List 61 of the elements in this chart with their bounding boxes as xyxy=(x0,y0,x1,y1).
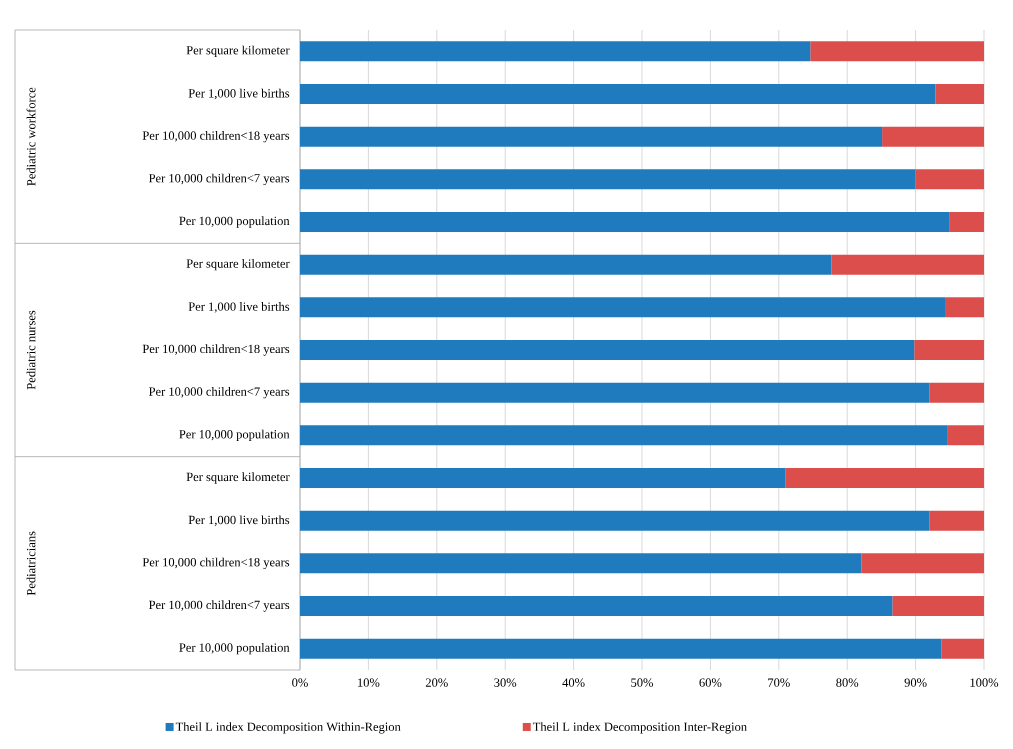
x-tick-label: 60% xyxy=(699,678,722,687)
bar xyxy=(300,84,936,104)
y-tick-label: Per 10,000 children<7 years xyxy=(148,386,290,399)
x-tick-label: 100% xyxy=(970,678,999,687)
bar xyxy=(785,468,985,489)
bar xyxy=(300,340,915,360)
y-tick-label: Per 10,000 population xyxy=(179,643,290,655)
bar xyxy=(929,382,985,403)
y-tick-label: Per square kilometer xyxy=(186,472,290,484)
bar xyxy=(300,510,930,531)
bar xyxy=(300,169,916,190)
bar xyxy=(941,638,985,659)
bar xyxy=(831,254,985,275)
y-tick-label: Per 10,000 population xyxy=(179,216,290,228)
text: Pediatric workforce xyxy=(26,87,36,186)
bar xyxy=(810,41,985,62)
x-tick-label: 0% xyxy=(292,678,308,687)
y-tick-label: Per 10,000 children<7 years xyxy=(148,173,290,186)
bar xyxy=(300,212,950,232)
y-tick-label: Per 10,000 population xyxy=(179,429,290,441)
bar xyxy=(300,254,832,275)
bar xyxy=(300,382,930,403)
x-tick-label: 20% xyxy=(425,678,448,687)
x-tick-label: 10% xyxy=(358,678,380,687)
x-tick-label: 30% xyxy=(494,678,517,687)
bar xyxy=(892,596,985,617)
y-tick-label: Per 1,000 live births xyxy=(188,515,290,526)
bar xyxy=(882,126,985,147)
y-tick-label: Per 10,000 children<18 years xyxy=(142,344,290,356)
legend-label: Theil L index Decomposition Within-Region xyxy=(175,722,401,734)
bar xyxy=(949,212,985,232)
legend-label: Theil L index Decomposition Inter-Region xyxy=(532,722,747,734)
bar xyxy=(300,638,942,659)
y-tick-label: Per 1,000 live births xyxy=(188,302,290,313)
bar xyxy=(935,84,985,104)
y-tick-label: Per 1,000 live births xyxy=(188,88,290,100)
x-tick-label: 70% xyxy=(768,678,790,687)
y-tick-label: Per square kilometer xyxy=(186,259,290,271)
y-tick-label: Per 10,000 children<18 years xyxy=(142,130,290,143)
bar xyxy=(915,169,985,190)
x-tick-label: 40% xyxy=(562,678,585,687)
bar xyxy=(947,425,985,446)
bar xyxy=(300,126,883,147)
bar xyxy=(300,41,811,62)
bar xyxy=(914,340,985,360)
y-tick-label: Per square kilometer xyxy=(186,45,290,57)
bar xyxy=(861,553,985,574)
bar xyxy=(945,297,985,318)
y-tick-label: Per 10,000 children<18 years xyxy=(142,557,290,570)
text: Pediatricians xyxy=(26,531,36,596)
bar xyxy=(300,596,893,617)
bar xyxy=(300,468,786,489)
y-tick-label: Per 10,000 children<7 years xyxy=(148,600,290,612)
bar xyxy=(929,510,985,531)
x-tick-label: 50% xyxy=(631,678,654,687)
x-tick-label: 90% xyxy=(904,678,927,687)
text: Pediatric nurses xyxy=(26,310,36,390)
bar xyxy=(300,297,946,318)
x-tick-label: 80% xyxy=(836,678,859,687)
bar xyxy=(300,553,862,574)
bar xyxy=(300,425,948,446)
